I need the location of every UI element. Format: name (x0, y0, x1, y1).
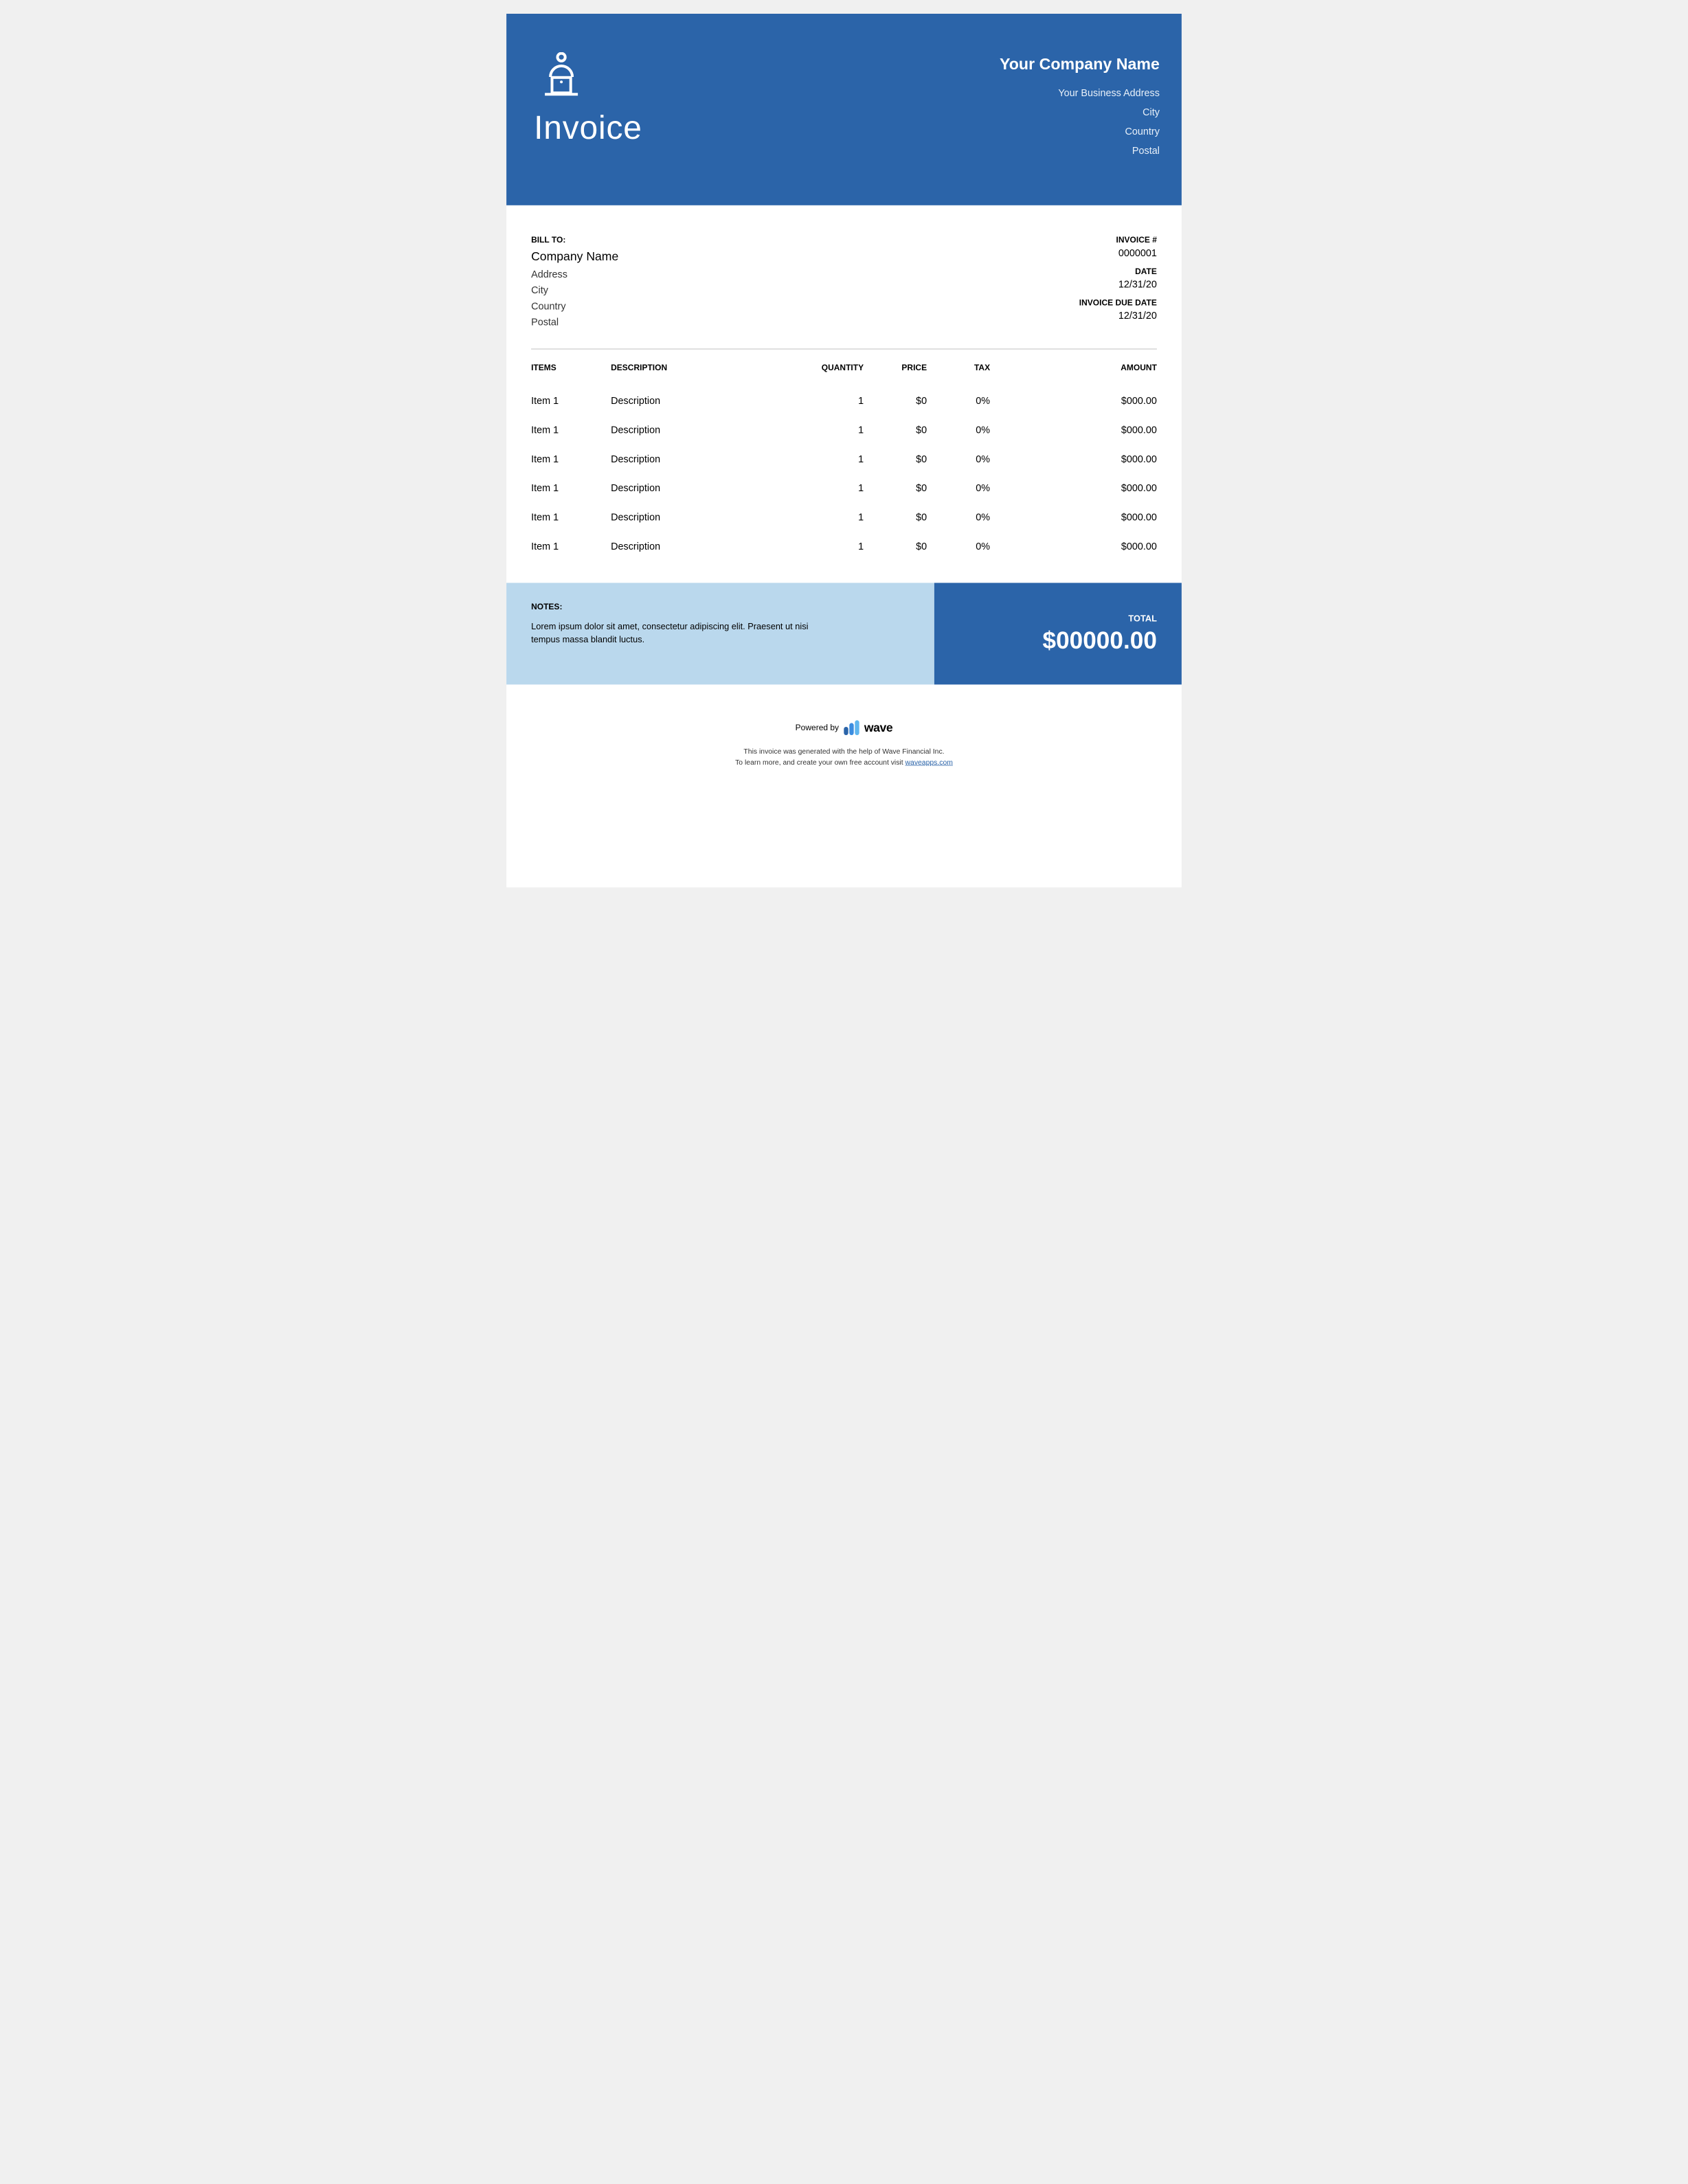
invoice-number: 0000001 (1079, 247, 1157, 259)
bill-to-company: Company Name (531, 250, 618, 264)
cell-item: Item 1 (531, 424, 611, 436)
cell-quantity: 1 (798, 482, 864, 494)
table-row: Item 1Description1$00%$000.00 (531, 444, 1157, 473)
total-block: TOTAL $00000.00 (934, 583, 1182, 684)
cell-quantity: 1 (798, 511, 864, 523)
bill-to-line: Postal (531, 316, 618, 328)
table-row: Item 1Description1$00%$000.00 (531, 473, 1157, 502)
cell-amount: $000.00 (990, 424, 1157, 436)
cell-price: $0 (864, 482, 927, 494)
powered-by-desc-1: This invoice was generated with the help… (506, 746, 1182, 757)
cell-price: $0 (864, 424, 927, 436)
cell-item: Item 1 (531, 511, 611, 523)
cell-tax: 0% (927, 453, 990, 465)
invoice-title: Invoice (534, 109, 642, 146)
col-header-tax: TAX (927, 363, 990, 372)
notes-block: NOTES: Lorem ipsum dolor sit amet, conse… (506, 583, 934, 684)
table-row: Item 1Description1$00%$000.00 (531, 503, 1157, 532)
cell-price: $0 (864, 511, 927, 523)
cell-quantity: 1 (798, 424, 864, 436)
company-address-line: Your Business Address (1000, 87, 1160, 99)
header-right: Your Company Name Your Business Address … (1000, 52, 1160, 164)
items-body: Item 1Description1$00%$000.00Item 1Descr… (531, 386, 1157, 561)
wave-brand-text: wave (864, 721, 892, 734)
powered-by-line: Powered by wave (506, 720, 1182, 735)
cell-tax: 0% (927, 511, 990, 523)
cell-item: Item 1 (531, 482, 611, 494)
bill-to-line: City (531, 284, 618, 296)
invoice-date: 12/31/20 (1079, 278, 1157, 290)
bill-to-line: Address (531, 269, 618, 280)
powered-by-prefix: Powered by (796, 723, 839, 732)
cell-description: Description (611, 453, 798, 465)
total-label: TOTAL (1128, 613, 1156, 624)
invoice-number-label: INVOICE # (1079, 236, 1157, 245)
invoice-header: Invoice Your Company Name Your Business … (506, 14, 1182, 205)
col-header-quantity: QUANTITY (798, 363, 864, 372)
invoice-due-date: 12/31/20 (1079, 310, 1157, 322)
notes-text: Lorem ipsum dolor sit amet, consectetur … (531, 620, 833, 646)
footer-blocks: NOTES: Lorem ipsum dolor sit amet, conse… (506, 583, 1182, 684)
cell-item: Item 1 (531, 395, 611, 407)
cell-price: $0 (864, 453, 927, 465)
cell-tax: 0% (927, 482, 990, 494)
cell-quantity: 1 (798, 453, 864, 465)
col-header-amount: AMOUNT (990, 363, 1157, 372)
cell-price: $0 (864, 395, 927, 407)
company-address-line: Postal (1000, 145, 1160, 157)
col-header-description: DESCRIPTION (611, 363, 798, 372)
invoice-page: Invoice Your Company Name Your Business … (506, 14, 1182, 888)
cell-price: $0 (864, 541, 927, 552)
notes-label: NOTES: (531, 602, 918, 611)
bill-to-block: BILL TO: Company Name Address City Count… (531, 236, 618, 333)
cell-tax: 0% (927, 395, 990, 407)
cell-quantity: 1 (798, 541, 864, 552)
invoice-due-label: INVOICE DUE DATE (1079, 298, 1157, 308)
invoice-date-label: DATE (1079, 267, 1157, 276)
powered-by-desc-2: To learn more, and create your own free … (506, 757, 1182, 768)
cell-amount: $000.00 (990, 482, 1157, 494)
cell-amount: $000.00 (990, 395, 1157, 407)
powered-by-section: Powered by wave This invoice was generat… (506, 684, 1182, 767)
company-name: Your Company Name (1000, 55, 1160, 74)
items-table: ITEMS DESCRIPTION QUANTITY PRICE TAX AMO… (506, 349, 1182, 583)
cell-tax: 0% (927, 424, 990, 436)
cell-quantity: 1 (798, 395, 864, 407)
bill-to-label: BILL TO: (531, 236, 618, 245)
table-row: Item 1Description1$00%$000.00 (531, 532, 1157, 561)
cell-tax: 0% (927, 541, 990, 552)
cell-amount: $000.00 (990, 453, 1157, 465)
bill-to-line: Country (531, 300, 618, 312)
wave-link[interactable]: waveapps.com (905, 758, 953, 766)
table-row: Item 1Description1$00%$000.00 (531, 386, 1157, 415)
company-address-line: City (1000, 106, 1160, 118)
cell-item: Item 1 (531, 453, 611, 465)
cell-description: Description (611, 482, 798, 494)
cell-amount: $000.00 (990, 541, 1157, 552)
cell-description: Description (611, 395, 798, 407)
total-amount: $00000.00 (1043, 626, 1157, 654)
person-laptop-icon (539, 52, 642, 100)
invoice-meta-block: INVOICE # 0000001 DATE 12/31/20 INVOICE … (1079, 236, 1157, 333)
wave-logo-icon (844, 720, 859, 735)
cell-description: Description (611, 424, 798, 436)
header-left: Invoice (534, 52, 642, 164)
col-header-price: PRICE (864, 363, 927, 372)
cell-description: Description (611, 541, 798, 552)
items-header-row: ITEMS DESCRIPTION QUANTITY PRICE TAX AMO… (531, 363, 1157, 386)
cell-amount: $000.00 (990, 511, 1157, 523)
company-address-line: Country (1000, 126, 1160, 137)
meta-section: BILL TO: Company Name Address City Count… (506, 205, 1182, 349)
cell-description: Description (611, 511, 798, 523)
table-row: Item 1Description1$00%$000.00 (531, 415, 1157, 444)
cell-item: Item 1 (531, 541, 611, 552)
powered-by-desc-2-prefix: To learn more, and create your own free … (735, 758, 905, 766)
col-header-items: ITEMS (531, 363, 611, 372)
